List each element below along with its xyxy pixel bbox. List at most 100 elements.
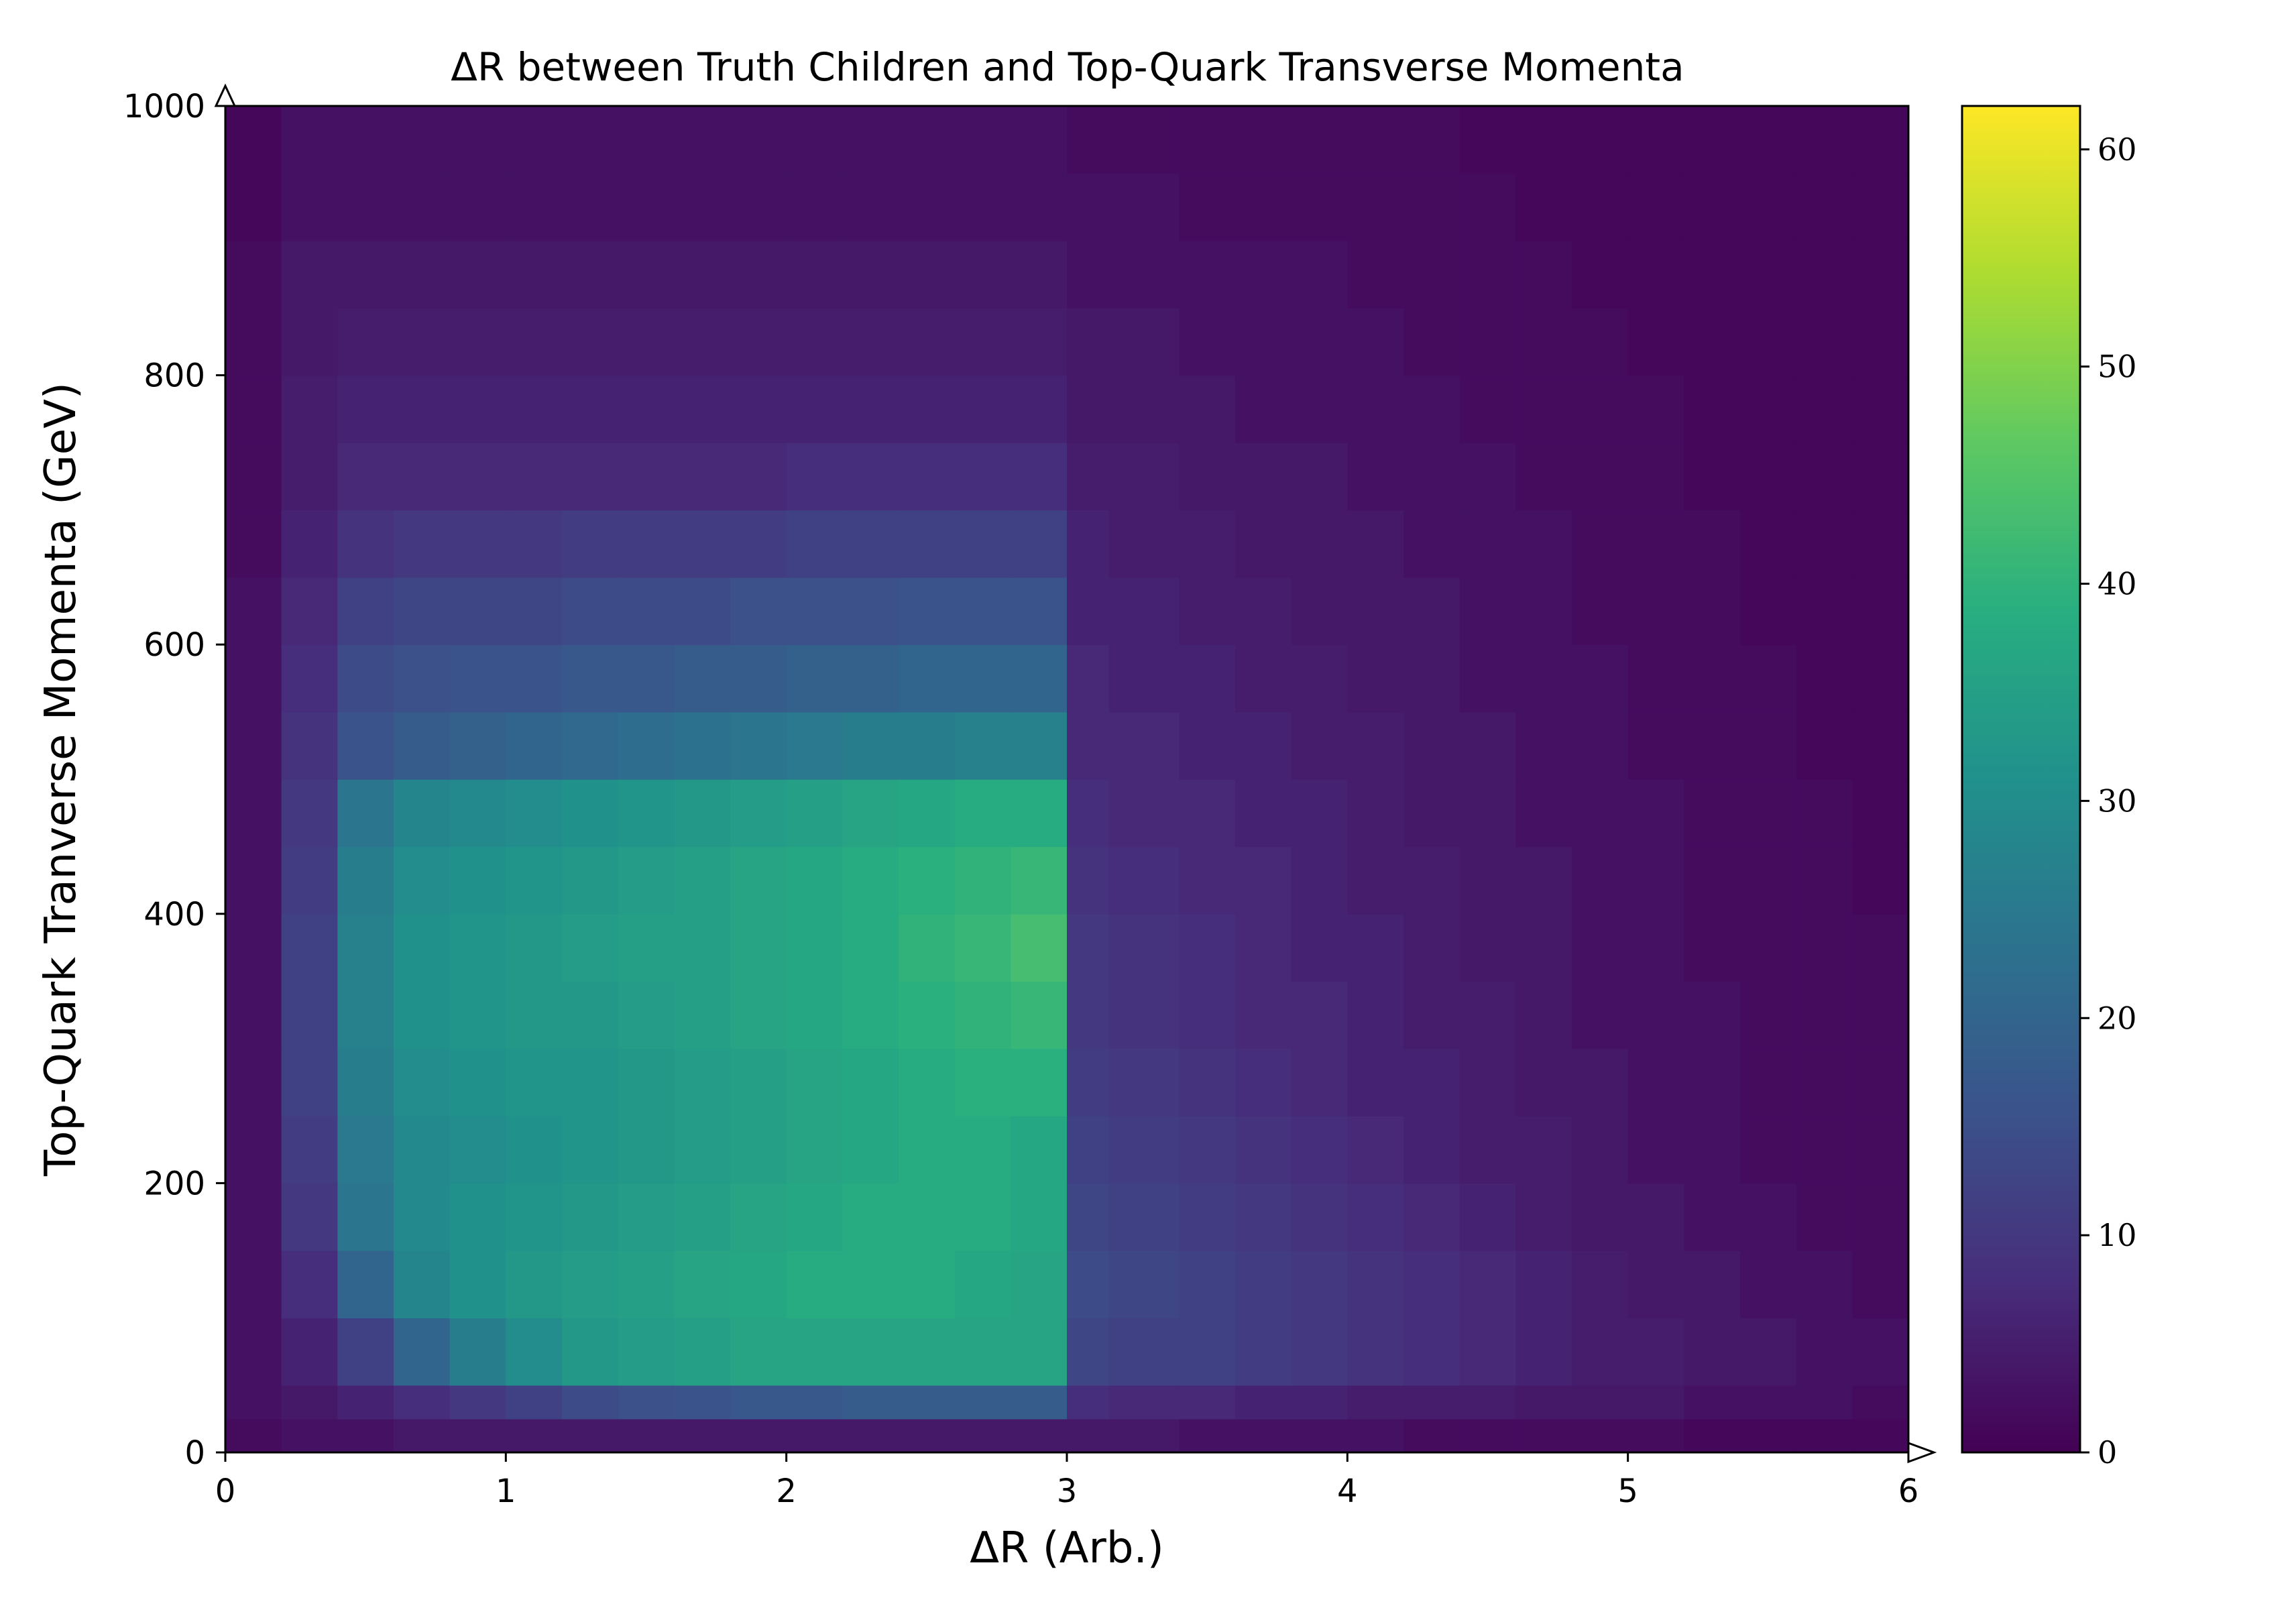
heatmap-cell xyxy=(449,644,507,713)
heatmap-cell xyxy=(337,308,394,376)
heatmap-cell xyxy=(337,779,394,848)
heatmap-cell xyxy=(899,913,956,982)
heatmap-cell xyxy=(1291,375,1348,443)
heatmap-cell xyxy=(674,308,731,376)
heatmap-cell xyxy=(954,913,1012,982)
heatmap-cell xyxy=(449,1318,507,1386)
heatmap-cell xyxy=(225,1048,282,1116)
heatmap-cell xyxy=(1740,1116,1797,1184)
heatmap-cell xyxy=(1403,981,1460,1049)
heatmap-cell xyxy=(954,375,1012,443)
heatmap-cell xyxy=(786,577,844,645)
heatmap-cell xyxy=(786,1183,844,1251)
heatmap-cell xyxy=(1515,981,1572,1049)
heatmap-cell xyxy=(1108,577,1180,645)
heatmap-cell xyxy=(618,779,675,848)
heatmap-cell xyxy=(1572,173,1629,241)
heatmap-cell xyxy=(1740,308,1797,376)
heatmap-cell xyxy=(1515,240,1572,308)
heatmap-cell xyxy=(1852,1318,1909,1386)
heatmap-cell xyxy=(1235,1116,1292,1184)
heatmap-cell xyxy=(449,1418,507,1453)
heatmap-cell xyxy=(1572,846,1629,915)
heatmap-cell xyxy=(562,981,619,1049)
heatmap-cell xyxy=(842,711,899,780)
heatmap-cell xyxy=(281,1418,339,1453)
heatmap-cell xyxy=(225,443,282,511)
heatmap-cell xyxy=(281,240,339,308)
heatmap-cell xyxy=(1796,577,1853,645)
heatmap-cell xyxy=(842,577,899,645)
heatmap-cell xyxy=(1235,510,1292,578)
heatmap-cell xyxy=(1627,308,1685,376)
heatmap-cell xyxy=(730,375,787,443)
heatmap-cell xyxy=(1403,1116,1460,1184)
heatmap-cell xyxy=(281,510,339,578)
heatmap-cell xyxy=(899,1116,956,1184)
y-tick-label: 600 xyxy=(144,626,205,664)
colorbar-tick-label: 20 xyxy=(2098,1000,2137,1036)
heatmap-cell xyxy=(842,173,899,241)
heatmap-cell xyxy=(730,913,787,982)
heatmap-cell xyxy=(674,1385,731,1420)
heatmap-cell xyxy=(225,173,282,241)
heatmap-cell xyxy=(618,1048,675,1116)
heatmap-cell xyxy=(1108,1318,1180,1386)
heatmap-cell xyxy=(674,1183,731,1251)
heatmap-cell xyxy=(1347,644,1404,713)
heatmap-cell xyxy=(506,913,563,982)
heatmap-cell xyxy=(899,1418,956,1453)
heatmap-cell xyxy=(1235,1048,1292,1116)
heatmap-cell xyxy=(1108,510,1180,578)
heatmap-cell xyxy=(337,1116,394,1184)
heatmap-cell xyxy=(1572,1048,1629,1116)
x-tick-label: 1 xyxy=(496,1473,516,1510)
heatmap-cell xyxy=(674,981,731,1049)
heatmap-cell xyxy=(449,1183,507,1251)
heatmap-cell xyxy=(1403,711,1460,780)
heatmap-cell xyxy=(1515,1385,1572,1420)
heatmap-cell xyxy=(618,846,675,915)
heatmap-cell xyxy=(1852,913,1909,982)
heatmap-cell xyxy=(449,981,507,1049)
heatmap-cell xyxy=(674,846,731,915)
heatmap-cell xyxy=(618,913,675,982)
heatmap-cell xyxy=(730,846,787,915)
heatmap-cell xyxy=(562,711,619,780)
heatmap-cell xyxy=(1347,106,1404,174)
heatmap-cell xyxy=(449,240,507,308)
heatmap-cell xyxy=(842,981,899,1049)
heatmap-cell xyxy=(786,106,844,174)
heatmap-cell xyxy=(786,308,844,376)
heatmap-cell xyxy=(506,1318,563,1386)
heatmap-cell xyxy=(1459,1318,1517,1386)
heatmap-cell xyxy=(1684,846,1741,915)
heatmap-cell xyxy=(842,846,899,915)
heatmap-cell xyxy=(1179,981,1236,1049)
heatmap-cell xyxy=(1515,308,1572,376)
heatmap-cell xyxy=(1852,1385,1909,1420)
heatmap-cell xyxy=(1796,443,1853,511)
heatmap-cell xyxy=(1515,443,1572,511)
heatmap-cell xyxy=(899,577,956,645)
heatmap-cell xyxy=(786,1385,844,1420)
heatmap-cell xyxy=(1852,375,1909,443)
heatmap-cell xyxy=(1179,913,1236,982)
heatmap-cell xyxy=(954,846,1012,915)
heatmap-cell xyxy=(954,577,1012,645)
heatmap-cell xyxy=(1179,1116,1236,1184)
heatmap-cell xyxy=(1627,510,1685,578)
heatmap-cell xyxy=(1403,443,1460,511)
heatmap-cell xyxy=(954,981,1012,1049)
heatmap-cell xyxy=(449,577,507,645)
heatmap-cell xyxy=(1627,106,1685,174)
heatmap-cell xyxy=(1179,711,1236,780)
heatmap-cell xyxy=(674,779,731,848)
heatmap-cell xyxy=(1291,173,1348,241)
heatmap-cell xyxy=(1108,375,1180,443)
heatmap-cell xyxy=(562,913,619,982)
heatmap-cell xyxy=(225,240,282,308)
heatmap-cell xyxy=(1067,510,1110,578)
heatmap-cell xyxy=(1011,510,1068,578)
